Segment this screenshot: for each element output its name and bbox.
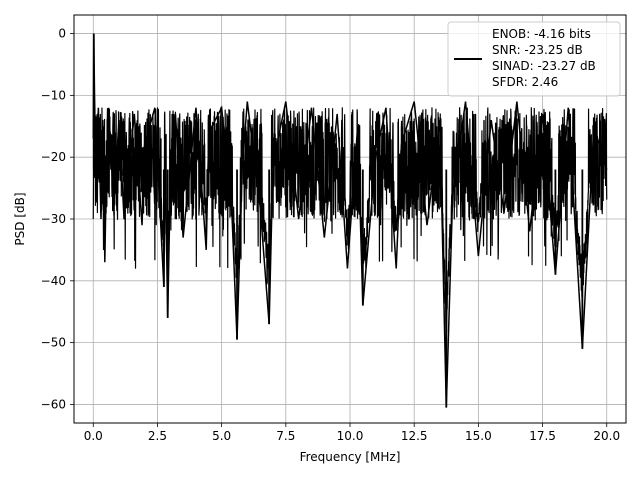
- x-tick-label: 12.5: [401, 429, 428, 443]
- x-tick-label: 7.5: [276, 429, 295, 443]
- legend-text-snr: SNR: -23.25 dB: [492, 43, 583, 57]
- x-tick-label: 15.0: [465, 429, 492, 443]
- y-tick-label: −30: [41, 212, 66, 226]
- x-tick-label: 5.0: [212, 429, 231, 443]
- x-tick-label: 20.0: [593, 429, 620, 443]
- y-tick-label: −60: [41, 397, 66, 411]
- x-tick-label: 10.0: [337, 429, 364, 443]
- psd-noise-trace: [92, 82, 608, 333]
- axis-ticks: 0.0 2.5 5.0 7.5 10.0 12.5 15.0 17.5 20.0 0 −10 −20 −…: [41, 27, 620, 443]
- legend-text-sfdr: SFDR: 2.46: [492, 75, 558, 89]
- y-tick-label: 0: [58, 27, 66, 41]
- x-tick-label: 0.0: [84, 429, 103, 443]
- psd-trace: [92, 33, 608, 408]
- x-tick-label: 2.5: [148, 429, 167, 443]
- legend-text-sinad: SINAD: -23.27 dB: [492, 59, 596, 73]
- x-axis-label: Frequency [MHz]: [300, 450, 401, 464]
- legend-text-enob: ENOB: -4.16 bits: [492, 27, 591, 41]
- x-tick-label: 17.5: [529, 429, 556, 443]
- y-tick-label: −20: [41, 150, 66, 164]
- y-axis-label: PSD [dB]: [13, 192, 27, 245]
- psd-series-line: [92, 33, 608, 408]
- y-tick-label: −10: [41, 88, 66, 102]
- y-tick-label: −40: [41, 274, 66, 288]
- legend-box: [447, 21, 621, 97]
- legend: ENOB: -4.16 bits SNR: -23.25 dB SINAD: -…: [447, 21, 621, 97]
- y-tick-label: −50: [41, 336, 66, 350]
